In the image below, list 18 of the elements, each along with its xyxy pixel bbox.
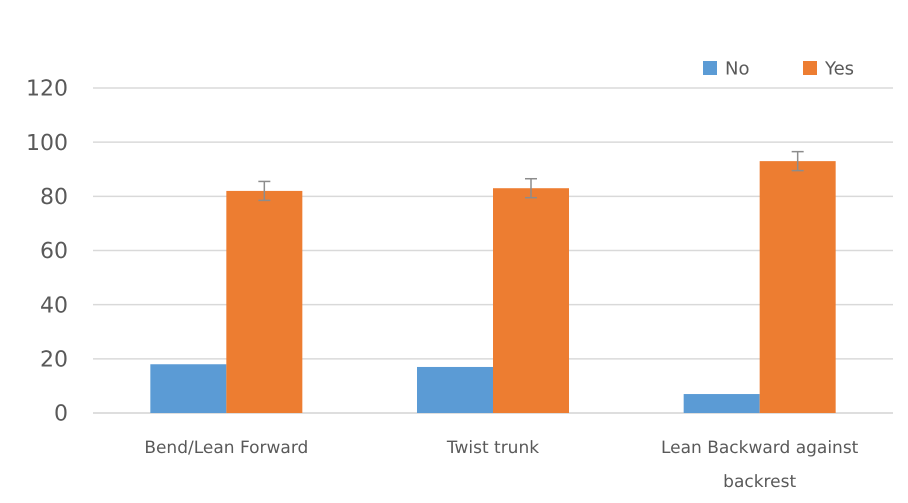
bar	[417, 366, 493, 413]
y-tick-label: 60	[40, 239, 68, 264]
y-tick-label: 20	[40, 348, 68, 373]
legend-label: No	[725, 58, 750, 80]
bar	[150, 364, 226, 413]
x-tick-label: Lean Backward against backrest	[660, 438, 859, 492]
y-tick-label: 100	[26, 130, 68, 156]
legend-label: Yes	[824, 58, 854, 80]
x-tick-label: Bend/Lean Forward	[144, 438, 308, 458]
y-tick-label: 80	[40, 185, 68, 210]
y-tick-label: 120	[26, 76, 68, 102]
y-tick-label: 0	[54, 402, 68, 427]
y-tick-label: 40	[40, 293, 68, 318]
bar	[493, 188, 569, 413]
bar	[684, 394, 760, 413]
bar	[226, 190, 302, 413]
x-tick-label: Twist trunk	[446, 438, 540, 458]
bar	[760, 161, 836, 413]
